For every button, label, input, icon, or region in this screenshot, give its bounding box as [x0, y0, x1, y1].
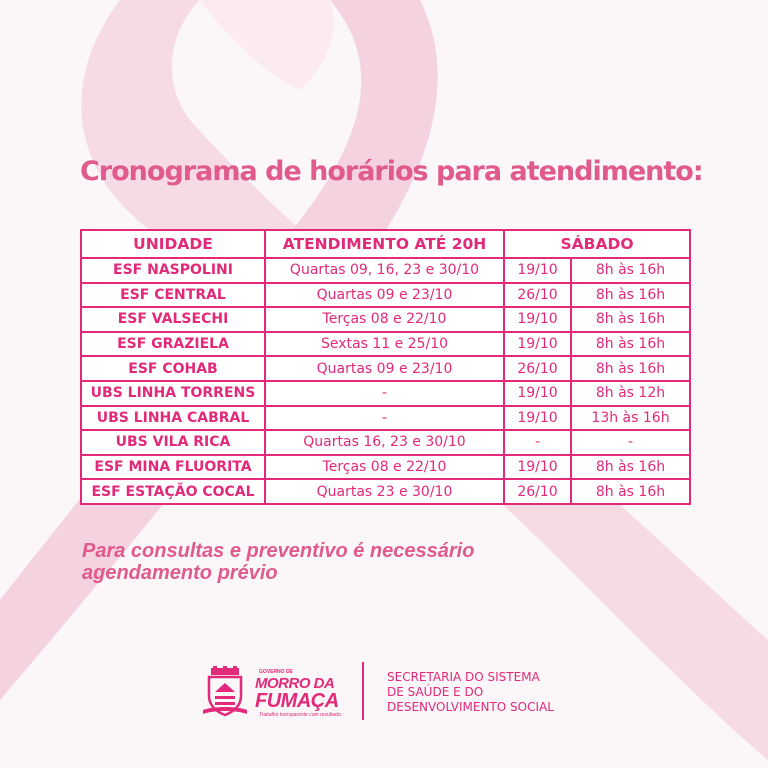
attendance-cell: Terças 08 e 22/10 — [264, 453, 505, 481]
logo-small-text: GOVERNO DE — [259, 669, 293, 675]
attendance-cell: Sextas 11 e 25/10 — [264, 330, 505, 358]
attendance-cell: Quartas 23 e 30/10 — [264, 478, 505, 505]
saturday-hours-cell: - — [570, 429, 691, 456]
table-row: ESF NASPOLINI Quartas 09, 16, 23 e 30/10… — [80, 257, 691, 284]
table-row: ESF CENTRAL Quartas 09 e 23/10 26/10 8h … — [80, 281, 691, 309]
saturday-hours-cell: 8h às 16h — [570, 281, 691, 309]
saturday-date-cell: 19/10 — [503, 379, 572, 407]
saturday-hours-cell: 8h às 12h — [570, 379, 691, 407]
unit-cell: ESF GRAZIELA — [80, 330, 266, 358]
saturday-hours-cell: 8h às 16h — [570, 330, 691, 358]
saturday-date-cell: 19/10 — [503, 330, 572, 358]
saturday-date-cell: 26/10 — [503, 478, 572, 505]
saturday-date-cell: 19/10 — [503, 257, 572, 284]
table-row: ESF MINA FLUORITA Terças 08 e 22/10 19/1… — [80, 453, 691, 481]
saturday-hours-cell: 8h às 16h — [570, 355, 691, 382]
saturday-hours-cell: 8h às 16h — [570, 453, 691, 481]
page-title: Cronograma de horários para atendimento: — [80, 156, 704, 187]
table-row: UBS LINHA CABRAL - 19/10 13h às 16h — [80, 404, 691, 432]
table-row: ESF GRAZIELA Sextas 11 e 25/10 19/10 8h … — [80, 330, 691, 358]
unit-cell: UBS LINHA CABRAL — [80, 404, 266, 432]
logo-title-line2: FUMAÇA — [255, 690, 339, 712]
saturday-date-cell: 26/10 — [503, 355, 572, 382]
unit-cell: UBS LINHA TORRENS — [80, 379, 266, 407]
table-row: UBS LINHA TORRENS - 19/10 8h às 12h — [80, 379, 691, 407]
saturday-hours-cell: 13h às 16h — [570, 404, 691, 432]
attendance-cell: Quartas 16, 23 e 30/10 — [264, 429, 505, 456]
table-header-row: UNIDADE ATENDIMENTO ATÉ 20H SÁBADO — [80, 229, 691, 259]
coat-of-arms-icon — [203, 666, 247, 717]
secretaria-line-1: SECRETARIA DO SISTEMA — [387, 670, 540, 684]
header-unit: UNIDADE — [80, 229, 266, 259]
unit-cell: ESF MINA FLUORITA — [80, 453, 266, 481]
saturday-date-cell: 26/10 — [503, 281, 572, 309]
table-row: ESF VALSECHI Terças 08 e 22/10 19/10 8h … — [80, 306, 691, 333]
attendance-cell: Quartas 09, 16, 23 e 30/10 — [264, 257, 505, 284]
unit-cell: ESF COHAB — [80, 355, 266, 382]
unit-cell: ESF ESTAÇÃO COCAL — [80, 478, 266, 505]
secretaria-line-2: DE SAÚDE E DO — [387, 685, 484, 699]
logo-tagline: Trabalho transparente com resultado. — [259, 712, 343, 718]
footer-divider — [362, 662, 364, 720]
unit-cell: UBS VILA RICA — [80, 429, 266, 456]
secretaria-label: SECRETARIA DO SISTEMA DE SAÚDE E DO DESE… — [387, 670, 554, 715]
table-row: ESF ESTAÇÃO COCAL Quartas 23 e 30/10 26/… — [80, 478, 691, 505]
note-line-1: Para consultas e preventivo é necessário — [82, 540, 475, 562]
header-saturday: SÁBADO — [503, 229, 691, 259]
attendance-cell: - — [264, 404, 505, 432]
attendance-cell: - — [264, 379, 505, 407]
schedule-table: UNIDADE ATENDIMENTO ATÉ 20H SÁBADO ESF N… — [80, 229, 691, 505]
logo-title-line1: MORRO DA — [255, 675, 335, 692]
saturday-hours-cell: 8h às 16h — [570, 478, 691, 505]
saturday-date-cell: 19/10 — [503, 453, 572, 481]
appointment-note: Para consultas e preventivo é necessário… — [82, 540, 474, 584]
secretaria-line-3: DESENVOLVIMENTO SOCIAL — [387, 700, 554, 714]
saturday-hours-cell: 8h às 16h — [570, 306, 691, 333]
attendance-cell: Quartas 09 e 23/10 — [264, 281, 505, 309]
attendance-cell: Terças 08 e 22/10 — [264, 306, 505, 333]
unit-cell: ESF CENTRAL — [80, 281, 266, 309]
saturday-date-cell: 19/10 — [503, 404, 572, 432]
header-attendance: ATENDIMENTO ATÉ 20H — [264, 229, 505, 259]
saturday-hours-cell: 8h às 16h — [570, 257, 691, 284]
saturday-date-cell: - — [503, 429, 572, 456]
attendance-cell: Quartas 09 e 23/10 — [264, 355, 505, 382]
unit-cell: ESF VALSECHI — [80, 306, 266, 333]
unit-cell: ESF NASPOLINI — [80, 257, 266, 284]
saturday-date-cell: 19/10 — [503, 306, 572, 333]
table-row: ESF COHAB Quartas 09 e 23/10 26/10 8h às… — [80, 355, 691, 382]
note-line-2: agendamento prévio — [82, 562, 278, 584]
table-row: UBS VILA RICA Quartas 16, 23 e 30/10 - - — [80, 429, 691, 456]
municipality-logo: GOVERNO DE MORRO DA FUMAÇA Trabalho tran… — [203, 666, 343, 722]
